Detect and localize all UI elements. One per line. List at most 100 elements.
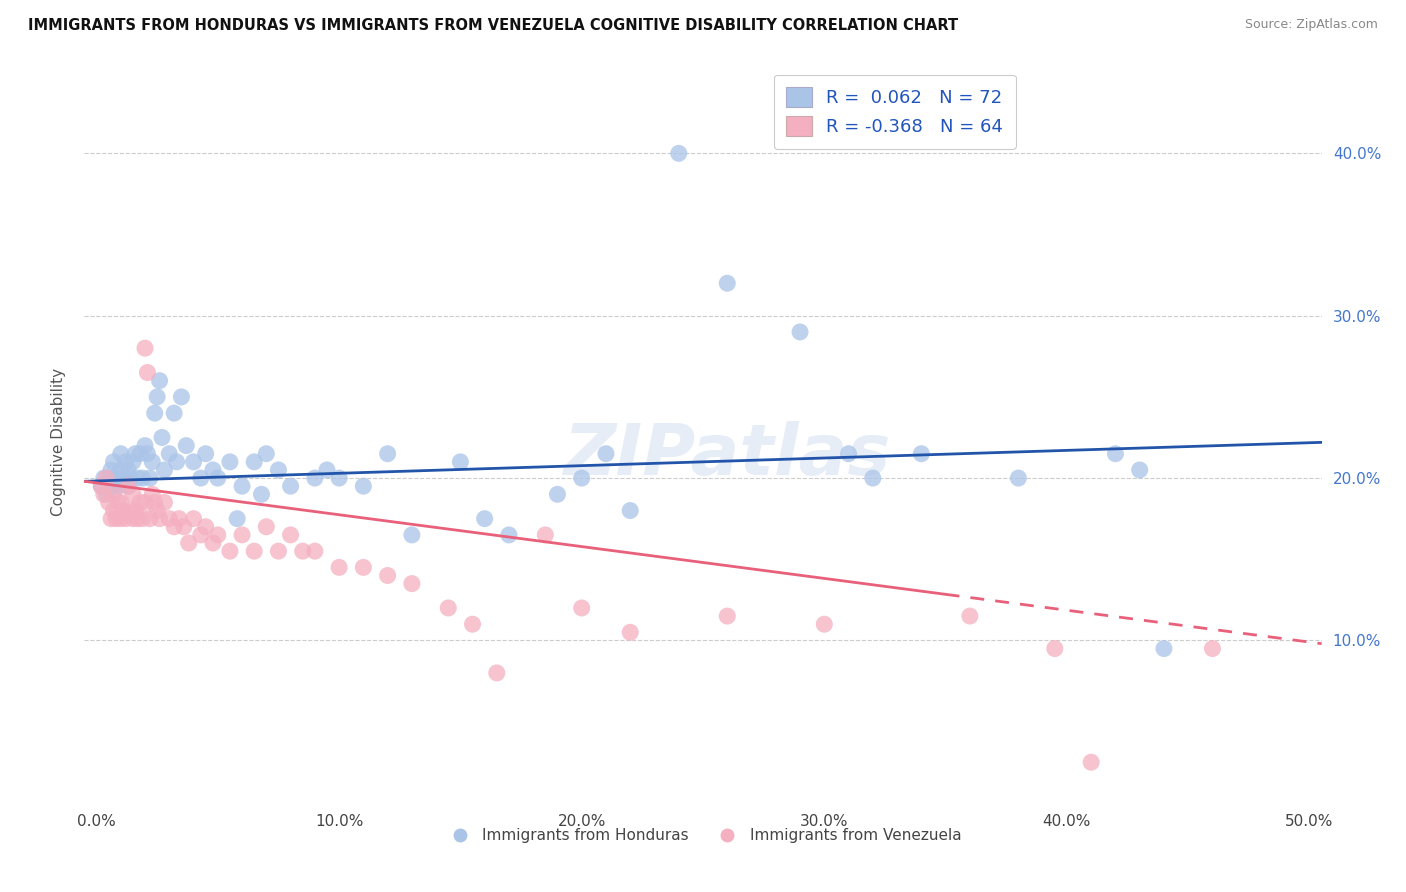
Point: [183, 455, 205, 469]
Point: [226, 511, 249, 525]
Point: [103, 487, 125, 501]
Point: [231, 528, 253, 542]
Text: IMMIGRANTS FROM HONDURAS VS IMMIGRANTS FROM VENEZUELA COGNITIVE DISABILITY CORRE: IMMIGRANTS FROM HONDURAS VS IMMIGRANTS F…: [28, 18, 959, 33]
Point: [437, 601, 460, 615]
Point: [207, 528, 229, 542]
Point: [619, 503, 641, 517]
Point: [267, 544, 290, 558]
Point: [668, 146, 690, 161]
Point: [112, 503, 135, 517]
Point: [110, 511, 132, 525]
Point: [534, 528, 557, 542]
Point: [93, 487, 115, 501]
Point: [127, 471, 149, 485]
Point: [117, 479, 139, 493]
Point: [174, 439, 197, 453]
Point: [136, 366, 159, 380]
Legend: Immigrants from Honduras, Immigrants from Venezuela: Immigrants from Honduras, Immigrants fro…: [439, 822, 967, 849]
Point: [377, 568, 399, 582]
Point: [139, 511, 162, 525]
Point: [910, 447, 932, 461]
Point: [862, 471, 884, 485]
Point: [107, 479, 129, 493]
Point: [201, 463, 224, 477]
Text: Source: ZipAtlas.com: Source: ZipAtlas.com: [1244, 18, 1378, 31]
Point: [595, 447, 617, 461]
Point: [139, 471, 162, 485]
Point: [619, 625, 641, 640]
Point: [131, 471, 153, 485]
Text: ZIPatlas: ZIPatlas: [564, 422, 891, 491]
Point: [97, 471, 120, 485]
Point: [328, 471, 350, 485]
Point: [401, 528, 423, 542]
Point: [153, 495, 176, 509]
Point: [190, 471, 212, 485]
Point: [131, 511, 153, 525]
Point: [254, 520, 277, 534]
Point: [194, 447, 217, 461]
Point: [461, 617, 484, 632]
Point: [110, 495, 132, 509]
Point: [120, 471, 142, 485]
Point: [129, 447, 152, 461]
Point: [103, 479, 125, 493]
Point: [716, 609, 738, 624]
Point: [1104, 447, 1126, 461]
Point: [485, 665, 508, 680]
Point: [120, 503, 142, 517]
Point: [103, 503, 125, 517]
Point: [207, 471, 229, 485]
Point: [143, 406, 166, 420]
Point: [716, 277, 738, 291]
Point: [90, 479, 112, 493]
Point: [243, 455, 266, 469]
Point: [1007, 471, 1029, 485]
Point: [117, 463, 139, 477]
Point: [170, 390, 193, 404]
Point: [304, 471, 326, 485]
Point: [141, 487, 163, 501]
Point: [110, 463, 132, 477]
Point: [173, 520, 195, 534]
Point: [153, 463, 176, 477]
Point: [143, 495, 166, 509]
Point: [201, 536, 224, 550]
Point: [148, 511, 170, 525]
Point: [150, 430, 173, 444]
Point: [104, 471, 127, 485]
Point: [148, 374, 170, 388]
Point: [291, 544, 314, 558]
Point: [96, 487, 118, 501]
Point: [571, 601, 593, 615]
Point: [122, 455, 145, 469]
Point: [103, 455, 125, 469]
Point: [231, 479, 253, 493]
Point: [474, 511, 496, 525]
Point: [136, 447, 159, 461]
Point: [194, 520, 217, 534]
Point: [1201, 641, 1223, 656]
Point: [122, 511, 145, 525]
Point: [280, 479, 302, 493]
Point: [1043, 641, 1066, 656]
Point: [129, 495, 152, 509]
Point: [146, 390, 169, 404]
Point: [571, 471, 593, 485]
Point: [114, 455, 136, 469]
Point: [789, 325, 811, 339]
Point: [183, 511, 205, 525]
Point: [163, 406, 186, 420]
Point: [122, 487, 145, 501]
Point: [124, 447, 146, 461]
Point: [1129, 463, 1152, 477]
Point: [449, 455, 471, 469]
Point: [190, 528, 212, 542]
Point: [401, 576, 423, 591]
Point: [267, 463, 290, 477]
Point: [124, 503, 146, 517]
Point: [157, 447, 180, 461]
Point: [546, 487, 568, 501]
Point: [100, 511, 122, 525]
Point: [134, 495, 156, 509]
